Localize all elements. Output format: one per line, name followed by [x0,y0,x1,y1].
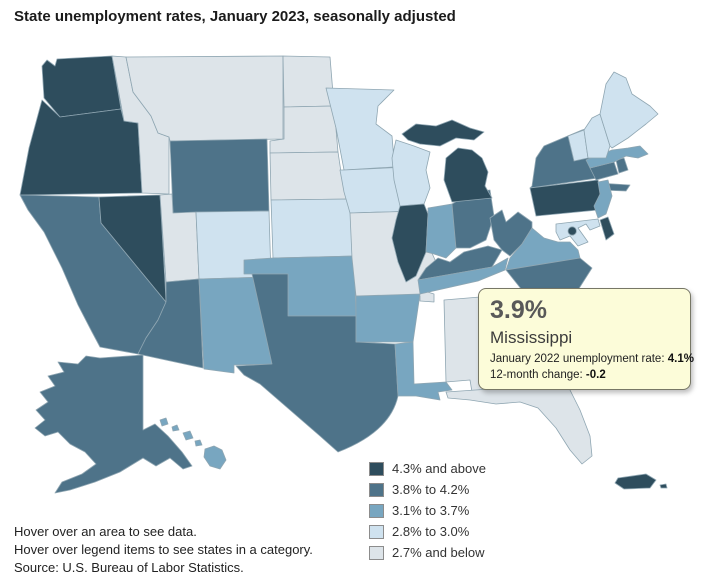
state-DE[interactable] [599,216,615,241]
state-NJ[interactable] [593,179,613,219]
state-MN[interactable] [325,87,411,171]
state-MI[interactable] [401,119,493,203]
legend-label: 2.8% to 3.0% [392,524,470,539]
legend-item-4[interactable]: 2.7% and below [369,542,486,563]
legend-label: 4.3% and above [392,461,486,476]
state-PR[interactable] [614,473,668,490]
legend-swatch-icon [369,482,384,497]
legend-item-1[interactable]: 3.8% to 4.2% [369,479,486,500]
tooltip-prev-rate: January 2022 unemployment rate: 4.1% [490,352,694,365]
tooltip-rate: 3.9% [490,296,547,324]
state-MD[interactable] [555,218,601,247]
legend-label: 3.1% to 3.7% [392,503,470,518]
legend-swatch-icon [369,545,384,560]
legend-swatch-icon [369,503,384,518]
state-AK[interactable] [34,354,193,494]
footer-hint-hover-legend: Hover over legend items to see states in… [14,542,313,557]
hover-tooltip: 3.9% Mississippi January 2022 unemployme… [478,288,694,390]
state-NV[interactable] [98,194,167,303]
state-VA[interactable] [505,227,581,271]
page-title: State unemployment rates, January 2023, … [14,8,456,25]
state-TN[interactable] [417,257,509,295]
legend-swatch-icon [369,461,384,476]
state-HI[interactable] [159,417,227,470]
footer-notes: Hover over an area to see data. Hover ov… [14,523,313,577]
state-LA[interactable] [394,341,453,401]
state-IN[interactable] [425,203,457,259]
footer-source: Source: U.S. Bureau of Labor Statistics. [14,560,244,575]
state-WI[interactable] [391,139,431,207]
state-IL[interactable] [391,203,429,283]
legend-swatch-icon [369,524,384,539]
state-KS[interactable] [270,198,355,259]
legend: 4.3% and above 3.8% to 4.2% 3.1% to 3.7% 2.… [369,458,486,563]
state-MA[interactable] [585,145,649,169]
state-ME[interactable] [599,71,659,149]
state-NE[interactable] [269,151,353,201]
footer-hint-hover-area: Hover over an area to see data. [14,524,197,539]
legend-item-0[interactable]: 4.3% and above [369,458,486,479]
legend-item-3[interactable]: 2.8% to 3.0% [369,521,486,542]
state-DC[interactable] [567,226,577,236]
legend-label: 3.8% to 4.2% [392,482,470,497]
tooltip-state-name: Mississippi [490,327,573,347]
legend-item-2[interactable]: 3.1% to 3.7% [369,500,486,521]
state-ND[interactable] [282,55,335,108]
state-MT[interactable] [125,55,284,142]
tooltip-change: 12-month change: -0.2 [490,369,606,382]
state-KY[interactable] [417,245,503,281]
state-WY[interactable] [169,138,270,214]
legend-label: 2.7% and below [392,545,485,560]
state-WA[interactable] [41,55,122,118]
state-AR[interactable] [355,293,421,343]
